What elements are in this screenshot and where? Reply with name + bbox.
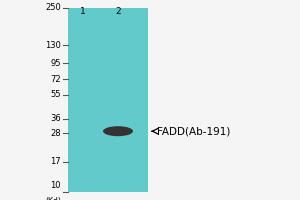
- Text: 55: 55: [50, 90, 61, 99]
- Text: (Kd): (Kd): [45, 197, 61, 200]
- Text: 95: 95: [50, 59, 61, 68]
- Text: 10: 10: [50, 181, 61, 190]
- Text: 28: 28: [50, 129, 61, 138]
- Text: 130: 130: [45, 41, 61, 50]
- Text: 2: 2: [115, 7, 121, 16]
- Text: 250: 250: [45, 3, 61, 12]
- Ellipse shape: [103, 126, 133, 136]
- Text: 36: 36: [50, 114, 61, 123]
- Text: 1: 1: [80, 7, 86, 16]
- Text: 17: 17: [50, 157, 61, 166]
- Text: FADD(Ab-191): FADD(Ab-191): [157, 126, 230, 136]
- Text: 72: 72: [50, 75, 61, 84]
- Bar: [68, 8, 148, 192]
